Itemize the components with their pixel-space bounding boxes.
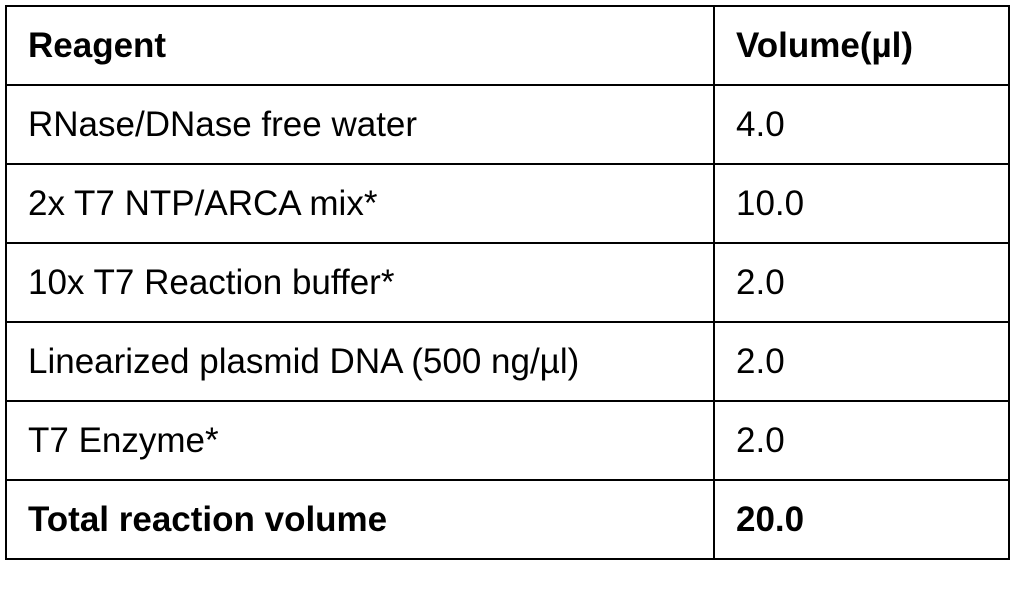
reagent-cell: T7 Enzyme* — [5, 400, 715, 481]
reagent-cell: Total reaction volume — [5, 479, 715, 560]
table-row: Linearized plasmid DNA (500 ng/µl) 2.0 — [5, 321, 1010, 402]
header-cell: Volume(µl) — [713, 5, 1010, 86]
reagent-cell: 2x T7 NTP/ARCA mix* — [5, 163, 715, 244]
volume-cell: 2.0 — [713, 400, 1010, 481]
reagent-cell: Linearized plasmid DNA (500 ng/µl) — [5, 321, 715, 402]
volume-cell: 2.0 — [713, 321, 1010, 402]
volume-cell: 2.0 — [713, 242, 1010, 323]
table-head: Reagent Volume(µl) — [5, 5, 1010, 86]
table-row: 2x T7 NTP/ARCA mix* 10.0 — [5, 163, 1010, 244]
reagent-cell: 10x T7 Reaction buffer* — [5, 242, 715, 323]
table-row: RNase/DNase free water 4.0 — [5, 84, 1010, 165]
volume-cell: 10.0 — [713, 163, 1010, 244]
header-row: Reagent Volume(µl) — [5, 5, 1010, 86]
table-body: RNase/DNase free water 4.0 2x T7 NTP/ARCA … — [5, 84, 1010, 560]
table-row: T7 Enzyme* 2.0 — [5, 400, 1010, 481]
header-cell: Reagent — [5, 5, 715, 86]
reagent-cell: RNase/DNase free water — [5, 84, 715, 165]
table-row: 10x T7 Reaction buffer* 2.0 — [5, 242, 1010, 323]
reagent-table: Reagent Volume(µl) RNase/DNase free wate… — [5, 5, 1010, 560]
volume-cell: 20.0 — [713, 479, 1010, 560]
volume-cell: 4.0 — [713, 84, 1010, 165]
total-row: Total reaction volume 20.0 — [5, 479, 1010, 560]
